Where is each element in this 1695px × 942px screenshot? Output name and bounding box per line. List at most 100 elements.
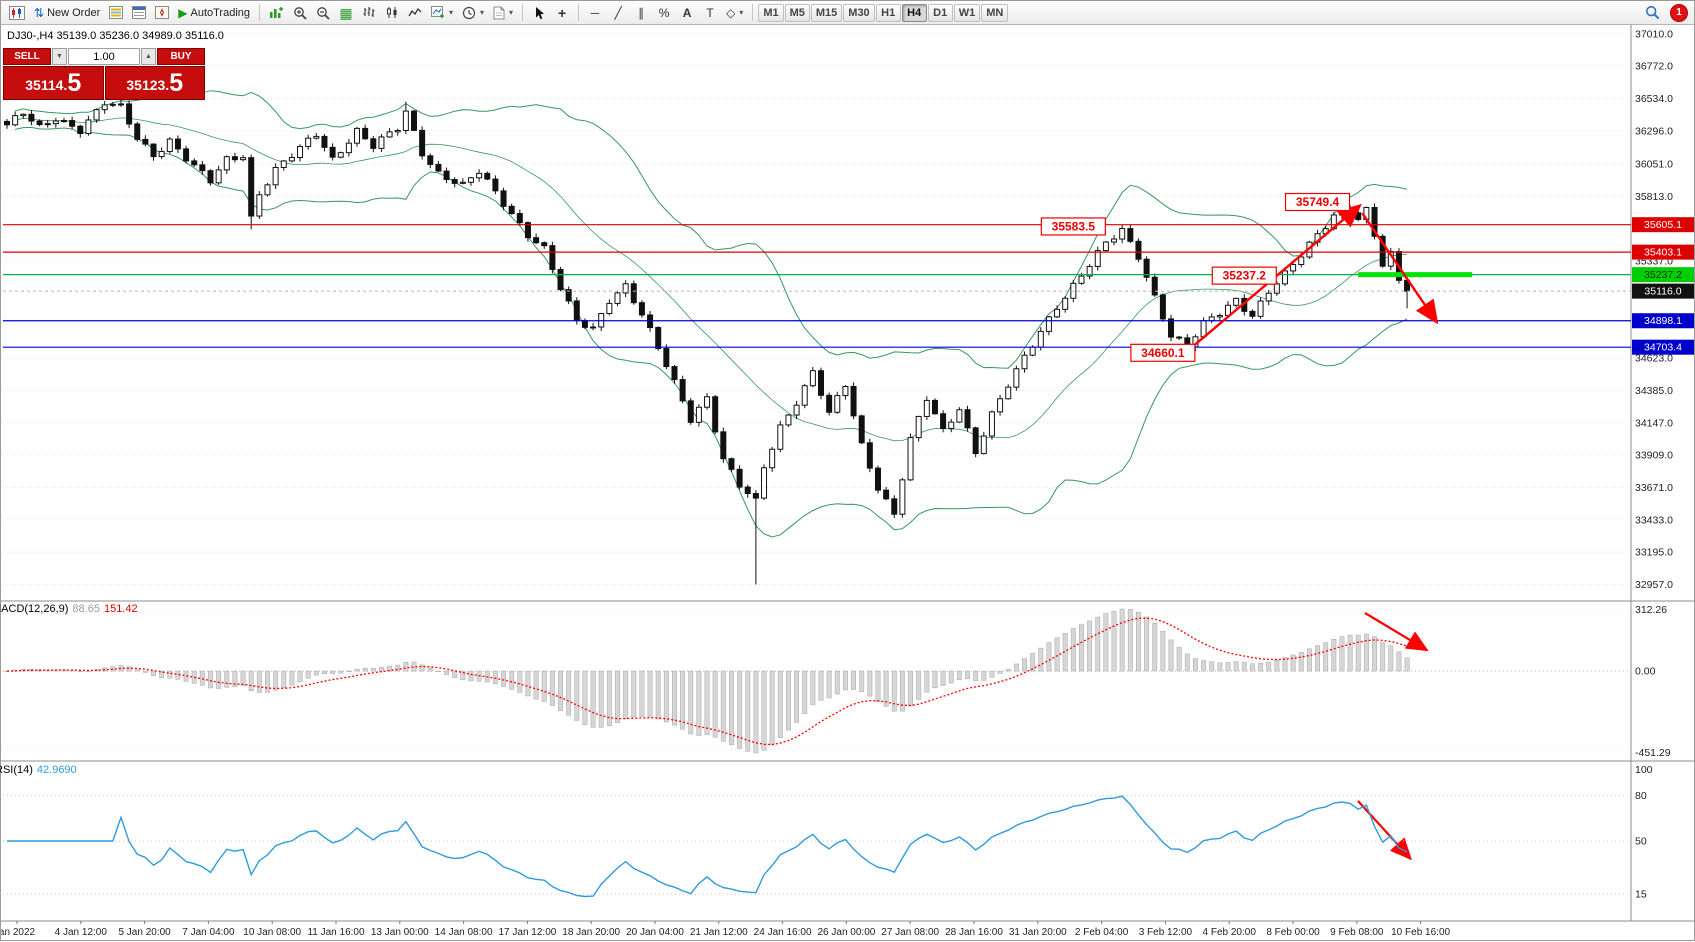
sell-price[interactable]: 35114. 5 [3,66,104,100]
time-label: 5 Jan 20:00 [118,927,171,938]
timeframe-h4-button[interactable]: H4 [901,3,927,22]
macd-arrow[interactable] [1364,612,1429,652]
timeframe-mn-button[interactable]: MN [981,3,1009,22]
volume-decrease-button[interactable]: ▼ [52,48,67,65]
price-tag [1632,339,1694,355]
zoom-in-button[interactable] [289,3,311,23]
rsi-arrow[interactable] [1357,800,1412,861]
timeframe-m5-button[interactable]: M5 [784,3,810,22]
svg-text:34623.0: 34623.0 [1635,353,1673,365]
tile-windows-button[interactable]: ▦ [335,3,357,23]
navigator-button[interactable] [151,3,173,23]
time-label: 10 Jan 08:00 [243,927,301,938]
one-click-trade-panel: SELL ▼ ▲ BUY 35114.5 35123.5 [3,48,205,100]
buy-button[interactable]: BUY [157,48,205,65]
callout-box[interactable] [1284,192,1351,212]
line-chart-type-button[interactable] [404,3,426,23]
macd-main-value: 88.65 [72,603,100,615]
arrows-shapes-button[interactable]: ◇ ▾ [722,3,747,23]
indicators-button[interactable] [265,3,288,23]
fibonacci-button[interactable]: % [653,3,675,23]
sell-price-main: 35114. [25,77,68,93]
timeframe-toolbar: M1 M5 M15 M30 H1 H4 D1 W1 MN [758,3,1009,22]
svg-text:36772.0: 36772.0 [1635,61,1673,73]
macd-axis-labels: 312.26 0.00 -451.29 [1635,604,1671,759]
new-chart-button[interactable]: ▾ [427,3,457,23]
svg-text:36296.0: 36296.0 [1635,125,1673,137]
tile-windows-icon: ▦ [339,4,353,21]
bollinger-lower [14,126,1408,538]
svg-text:34385.0: 34385.0 [1635,385,1673,397]
rsi-axis-labels: 100 80 50 15 [1635,764,1653,901]
time-label: 21 Jan 12:00 [690,927,748,938]
dropdown-icon: ▾ [480,8,485,17]
autotrading-button[interactable]: ▶ AutoTrading [174,3,254,23]
callout-box[interactable] [1211,266,1277,285]
timeframe-d1-button[interactable]: D1 [927,3,953,22]
search-button[interactable] [1641,3,1664,23]
svg-text:33671.0: 33671.0 [1635,482,1673,494]
candlestick-window-icon [9,5,25,20]
time-label: an 2022 [1,927,36,938]
crosshair-icon: + [557,4,567,21]
notification-badge[interactable]: 1 [1670,3,1688,22]
data-window-icon [132,6,147,19]
rsi-indicator-label: RSI(14)42.9690 [0,764,77,776]
dropdown-icon: ▾ [509,8,514,17]
crosshair-button[interactable]: + [551,3,573,23]
timeframe-m1-button[interactable]: M1 [758,3,784,22]
autotrading-label: AutoTrading [190,6,251,19]
periods-button[interactable]: ▾ [458,3,488,23]
current-price-tag [1632,283,1694,299]
data-window-button[interactable] [128,3,150,23]
time-label: 27 Jan 08:00 [881,927,939,938]
svg-text:100: 100 [1635,764,1653,776]
time-label: 24 Jan 16:00 [754,927,812,938]
buy-price-main: 35123. [126,77,170,93]
timeframe-m15-button[interactable]: M15 [810,3,843,22]
sell-button[interactable]: SELL [3,48,51,65]
equidistant-channel-button[interactable]: ∥ [630,3,652,23]
toolbar-separator [522,4,524,21]
svg-text:35237.2: 35237.2 [1644,269,1682,281]
new-order-button[interactable]: ⇅ New Order [30,3,104,23]
bar-chart-type-button[interactable] [358,3,380,23]
timeframe-w1-button[interactable]: W1 [953,3,981,22]
svg-text:33433.0: 33433.0 [1635,514,1673,526]
volume-increase-button[interactable]: ▲ [141,48,156,65]
time-label: 10 Feb 16:00 [1391,927,1450,938]
svg-text:50: 50 [1635,836,1647,848]
time-label: 18 Jan 20:00 [562,927,620,938]
macd-signal-line [6,617,1408,746]
timeframe-h1-button[interactable]: H1 [875,3,901,22]
line-chart-icon [408,7,422,17]
callout-box[interactable] [1130,343,1196,362]
horizontal-line-button[interactable]: ─ [584,3,606,23]
svg-text:37010.0: 37010.0 [1635,28,1673,40]
trend-arrow[interactable] [1361,212,1439,325]
volume-input[interactable] [68,48,140,65]
callout-box[interactable] [1040,217,1106,236]
sell-price-big-digit: 5 [67,69,82,97]
symbol-chart-button[interactable] [5,3,29,23]
buy-price[interactable]: 35123. 5 [104,66,205,100]
cursor-button[interactable] [528,3,550,23]
candlestick-type-button[interactable] [381,3,403,23]
toolbar-separator [752,4,754,21]
cursor-icon [536,6,545,19]
timeframe-m30-button[interactable]: M30 [843,3,875,22]
trendline-button[interactable]: ╱ [607,3,629,23]
market-watch-button[interactable] [105,3,127,23]
svg-text:15: 15 [1635,889,1647,901]
svg-text:312.26: 312.26 [1635,604,1667,616]
toolbar-right-group: 1 [1641,3,1690,23]
new-order-icon: ⇅ [34,5,45,20]
text-icon: A [682,5,692,20]
text-button[interactable]: A [676,3,698,23]
text-label-button[interactable]: T [699,3,721,23]
zoom-out-button[interactable] [312,3,334,23]
templates-button[interactable]: ▾ [489,3,517,23]
svg-text:80: 80 [1635,790,1647,802]
